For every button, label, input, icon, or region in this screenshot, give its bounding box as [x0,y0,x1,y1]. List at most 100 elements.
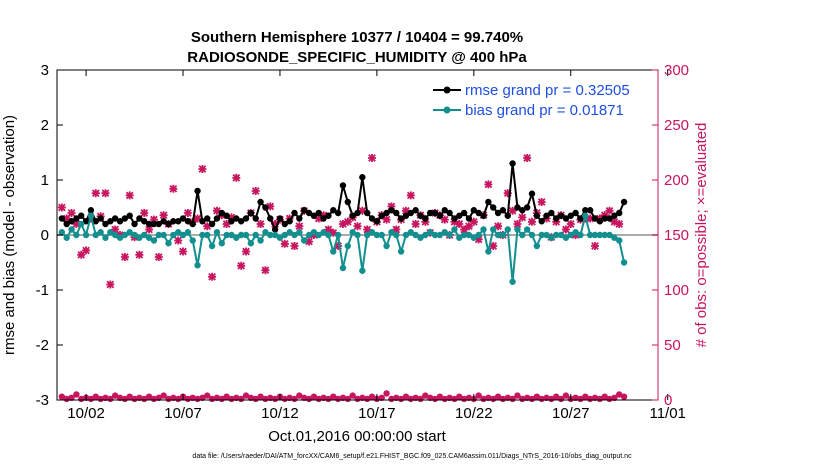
evaluated-marker [406,191,415,200]
evaluated-marker-shape [208,272,217,281]
rmse-point [344,198,352,206]
bias-point [557,231,565,239]
bias-point [577,231,584,239]
evaluated-marker [513,220,522,228]
bias-point [412,231,419,239]
y-tick-label-left: -3 [36,392,49,409]
possible-marker [543,394,550,401]
rmse-point [514,204,521,211]
evaluated-marker-shape [82,246,91,255]
rmse-point [572,209,579,217]
legend-box [430,78,652,126]
possible-marker [601,393,608,400]
evaluated-marker [179,247,188,256]
evaluated-marker-shape [149,215,158,224]
possible-marker [393,394,400,401]
possible-marker [504,394,511,401]
y-tick-label-left: -1 [36,282,49,299]
evaluated-marker-shape [314,214,323,223]
rmse-point [155,220,162,228]
evaluated-marker-shape [271,220,280,228]
rmse-point [131,220,138,228]
rmse-point [58,215,66,222]
bias-point [402,231,410,239]
evaluated-marker-shape [77,250,86,259]
bias-point [548,234,555,241]
evaluated-marker-shape [343,217,352,226]
evaluated-marker-shape [464,222,473,231]
y-axis-label-right: # of obs: o=possible; ×=evaluated [693,123,710,348]
bias-point [339,264,347,272]
evaluated-marker [610,217,619,226]
evaluated-marker-shape [261,266,270,275]
rmse-point [436,212,444,219]
evaluated-marker-shape [586,214,595,223]
bias-point [422,231,429,239]
rmse-point [160,218,167,225]
evaluated-marker [319,211,328,220]
evaluated-marker [363,225,372,234]
rmse-point [237,218,245,225]
rmse-point [165,220,172,228]
rmse-point [315,209,322,217]
possible-marker [145,393,153,400]
bias-point [291,231,298,239]
bias-point [388,229,395,236]
evaluated-marker-shape [154,253,163,261]
legend-rmse-label: rmse grand pr = 0.32505 [465,82,630,99]
evaluated-marker [561,225,570,234]
bias-point [417,234,424,241]
evaluated-marker-shape [494,222,503,231]
rmse-point [296,215,303,222]
rmse-point [480,212,487,219]
bias-point [121,231,129,239]
evaluated-marker [266,202,275,211]
evaluated-marker [145,225,154,234]
evaluated-marker-shape [159,211,168,220]
evaluated-marker-shape [610,217,619,226]
rmse-point [494,209,502,217]
evaluated-marker-shape [358,206,367,215]
evaluated-marker [183,209,192,217]
rmse-point [397,215,405,222]
evaluated-marker-shape [179,247,188,256]
possible-marker [111,392,119,399]
rmse-point [470,207,478,214]
bias-point [451,226,458,233]
y-axis-label-left: rmse and bias (model - observation) [1,115,18,355]
evaluated-marker [474,235,483,244]
evaluated-marker [401,206,410,215]
bias-point [136,234,143,241]
evaluated-marker-shape [203,222,212,231]
possible-marker [436,393,444,400]
evaluated-marker-shape [91,189,100,198]
evaluated-marker-shape [590,242,599,250]
possible-marker [611,394,618,401]
possible-marker [296,392,303,399]
evaluated-marker-shape [460,225,469,234]
rmse-point [368,215,376,222]
bias-point [528,231,536,239]
bias-point [276,234,284,241]
bias-point [611,234,618,241]
bias-point [281,231,288,239]
evaluated-marker-shape [183,209,192,217]
evaluated-marker-shape [401,206,410,215]
evaluated-marker [106,280,115,289]
rmse-point [553,215,560,222]
evaluated-marker-shape [615,220,624,228]
bias-point [616,237,623,244]
evaluated-marker [605,206,614,215]
rmse-point [87,207,95,214]
bias-point [596,231,604,239]
rmse-point [586,207,594,214]
bias-point [620,259,628,266]
chart-subtitle: RADIOSONDE_SPECIFIC_HUMIDITY @ 400 hPa [187,49,527,66]
rmse-point [189,220,196,228]
bias-point [344,242,352,250]
bias-point [490,226,497,233]
possible-marker [58,393,66,400]
rmse-point [557,212,565,219]
evaluated-marker [392,225,401,234]
rmse-point [271,226,279,233]
